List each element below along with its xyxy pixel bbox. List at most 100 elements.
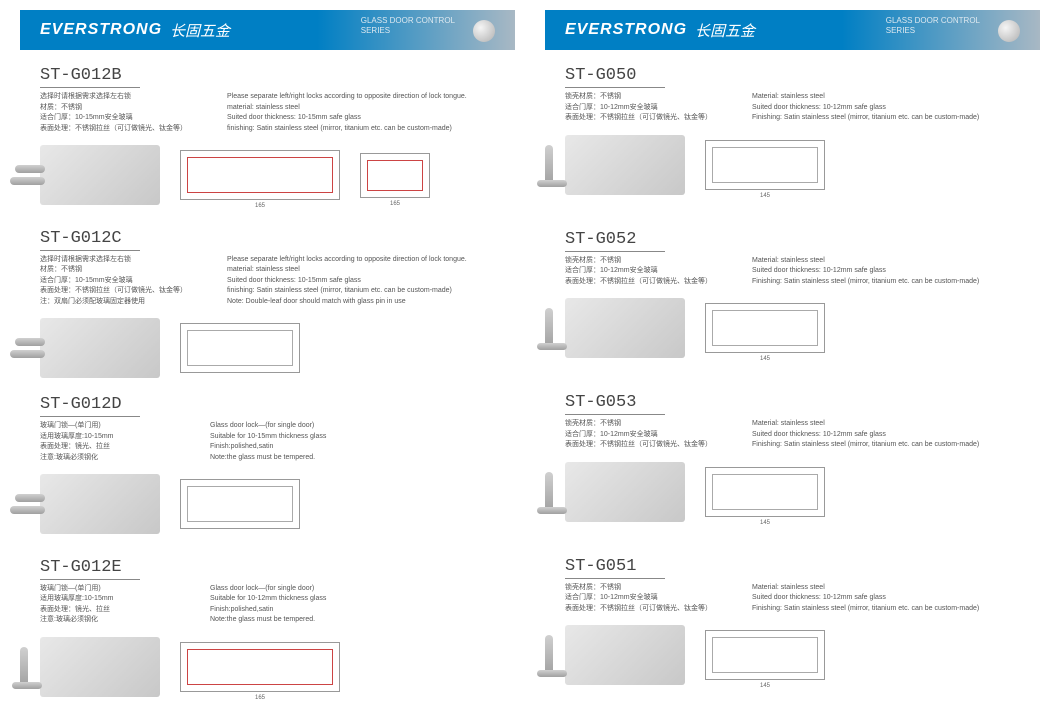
spec-line: Suited door thickness: 10-15mm safe glas…: [227, 113, 467, 124]
series-en: GLASS DOOR CONTROL: [886, 16, 980, 26]
spec-en: Glass door lock—(for single door)Suitabl…: [210, 421, 390, 463]
brand-name-cn: 长固五金: [695, 20, 755, 41]
dimension-label: 145: [760, 683, 770, 689]
product-list-left: ST-G012B 选择时请根据需求选择左右锁材质：不锈钢适合门厚：10-15mm安…: [20, 60, 515, 714]
spec-line: Suited door thickness: 10-12mm safe glas…: [752, 103, 979, 114]
dimension-label: 145: [760, 520, 770, 526]
technical-diagram: 165: [180, 642, 340, 692]
product-item: ST-G012C选择时请根据需求选择左右锁材质：不锈钢适合门厚：10-15mm安…: [20, 223, 515, 390]
product-photo: [40, 318, 160, 378]
series-sub: SERIES: [886, 26, 980, 36]
technical-diagram: 145: [705, 140, 825, 190]
spec-en: Material: stainless steelSuited door thi…: [752, 583, 979, 615]
product-code: ST-G050: [565, 66, 665, 88]
spec-en: Please separate left/right locks accordi…: [227, 92, 467, 134]
spec-line: 注：双扇门必须配玻璃固定器使用: [40, 297, 187, 308]
spec-line: 适用玻璃厚度:10-15mm: [40, 432, 170, 443]
product-item: ST-G051 锁壳材质：不锈钢适合门厚：10-12mm安全玻璃表面处理：不锈钢拉…: [545, 551, 1040, 715]
spec-line: Material: stainless steel: [752, 419, 979, 430]
spec-line: 表面处理：镜光、拉丝: [40, 442, 170, 453]
technical-diagram: 145: [705, 467, 825, 517]
product-item: ST-G012B 选择时请根据需求选择左右锁材质：不锈钢适合门厚：10-15mm安…: [20, 60, 515, 223]
spec-cn: 锁壳材质：不锈钢适合门厚：10-12mm安全玻璃表面处理：不锈钢拉丝（可订做镜光…: [565, 92, 712, 124]
brand-name: EVERSTRONG: [40, 21, 162, 39]
spec-line: 表面处理：不锈钢拉丝（可订做镜光、钛金等）: [40, 286, 187, 297]
spec-row: 玻璃门锁—(单门用)适用玻璃厚度:10-15mm表面处理：镜光、拉丝注意:玻璃必…: [40, 421, 505, 463]
spec-cn: 选择时请根据需求选择左右锁材质：不锈钢适合门厚：10-15mm安全玻璃表面处理：…: [40, 92, 187, 134]
spec-line: 锁壳材质：不锈钢: [565, 419, 712, 430]
spec-cn: 锁壳材质：不锈钢适合门厚：10-12mm安全玻璃表面处理：不锈钢拉丝（可订做镜光…: [565, 583, 712, 615]
spec-line: finishing: Satin stainless steel (mirror…: [227, 286, 467, 297]
product-code: ST-G012B: [40, 66, 140, 88]
image-row: 165 165: [40, 140, 505, 210]
dimension-label: 145: [760, 356, 770, 362]
product-item: ST-G012D玻璃门锁—(单门用)适用玻璃厚度:10-15mm表面处理：镜光、…: [20, 389, 515, 552]
image-row: 145: [565, 620, 1030, 690]
dimension-label: 145: [760, 193, 770, 199]
spec-line: 锁壳材质：不锈钢: [565, 92, 712, 103]
product-item: ST-G050 锁壳材质：不锈钢适合门厚：10-12mm安全玻璃表面处理：不锈钢拉…: [545, 60, 1040, 224]
spec-line: Suited door thickness: 10-12mm safe glas…: [752, 430, 979, 441]
spec-row: 锁壳材质：不锈钢适合门厚：10-12mm安全玻璃表面处理：不锈钢拉丝（可订做镜光…: [565, 583, 1030, 615]
technical-diagram: [180, 479, 300, 529]
series-label: GLASS DOOR CONTROL SERIES: [361, 16, 455, 35]
spec-row: 锁壳材质：不锈钢适合门厚：10-12mm安全玻璃表面处理：不锈钢拉丝（可订做镜光…: [565, 256, 1030, 288]
spec-line: Suitable for 10-15mm thickness glass: [210, 432, 390, 443]
image-row: 165: [40, 632, 505, 702]
spec-en: Material: stainless steelSuited door thi…: [752, 419, 979, 451]
image-row: 145: [565, 457, 1030, 527]
technical-diagram: 165: [180, 150, 340, 200]
spec-line: Finish:polished,satin: [210, 442, 390, 453]
product-photo: [565, 625, 685, 685]
spec-line: 适合门厚：10-15mm安全玻璃: [40, 276, 187, 287]
spec-en: Material: stainless steelSuited door thi…: [752, 92, 979, 124]
series-label: GLASS DOOR CONTROL SERIES: [886, 16, 980, 35]
spec-line: 材质：不锈钢: [40, 103, 187, 114]
spec-line: Suitable for 10-12mm thickness glass: [210, 594, 390, 605]
page-banner: EVERSTRONG 长固五金 GLASS DOOR CONTROL SERIE…: [20, 10, 515, 50]
spec-line: 适合门厚：10-12mm安全玻璃: [565, 430, 712, 441]
technical-diagram: [180, 323, 300, 373]
page-banner: EVERSTRONG 长固五金 GLASS DOOR CONTROL SERIE…: [545, 10, 1040, 50]
spec-line: 适用玻璃厚度:10-15mm: [40, 594, 170, 605]
spec-en: Please separate left/right locks accordi…: [227, 255, 467, 308]
technical-diagram: 145: [705, 303, 825, 353]
spec-line: Note: Double-leaf door should match with…: [227, 297, 467, 308]
spec-en: Glass door lock—(for single door)Suitabl…: [210, 584, 390, 626]
image-row: [40, 313, 505, 383]
dimension-label: 165: [255, 203, 265, 209]
spec-line: material: stainless steel: [227, 103, 467, 114]
product-photo: [40, 637, 160, 697]
technical-diagram: 165: [360, 153, 430, 198]
product-item: ST-G012E玻璃门锁—(单门用)适用玻璃厚度:10-15mm表面处理：镜光、…: [20, 552, 515, 715]
catalog-page-left: EVERSTRONG 长固五金 GLASS DOOR CONTROL SERIE…: [20, 10, 515, 714]
product-item: ST-G053锁壳材质：不锈钢适合门厚：10-12mm安全玻璃表面处理：不锈钢拉…: [545, 387, 1040, 551]
spec-line: 锁壳材质：不锈钢: [565, 583, 712, 594]
spec-cn: 锁壳材质：不锈钢适合门厚：10-12mm安全玻璃表面处理：不锈钢拉丝（可订做镜光…: [565, 419, 712, 451]
spec-line: Material: stainless steel: [752, 92, 979, 103]
spec-row: 锁壳材质：不锈钢适合门厚：10-12mm安全玻璃表面处理：不锈钢拉丝（可订做镜光…: [565, 419, 1030, 451]
brand-name-cn: 长固五金: [170, 20, 230, 41]
spec-line: Note:the glass must be tempered.: [210, 615, 390, 626]
product-code: ST-G051: [565, 557, 665, 579]
spec-line: Glass door lock—(for single door): [210, 584, 390, 595]
image-row: [40, 469, 505, 539]
spec-line: Suited door thickness: 10-12mm safe glas…: [752, 593, 979, 604]
technical-diagram: 145: [705, 630, 825, 680]
spec-line: 表面处理：不锈钢拉丝（可订做镜光、钛金等）: [565, 113, 712, 124]
image-row: 145: [565, 130, 1030, 200]
product-photo: [565, 135, 685, 195]
spec-line: 选择时请根据需求选择左右锁: [40, 255, 187, 266]
spec-line: 适合门厚：10-15mm安全玻璃: [40, 113, 187, 124]
spec-line: finishing: Satin stainless steel (mirror…: [227, 124, 467, 135]
product-code: ST-G012E: [40, 558, 140, 580]
series-en: GLASS DOOR CONTROL: [361, 16, 455, 26]
brand-name: EVERSTRONG: [565, 21, 687, 39]
spec-line: 注意:玻璃必须钢化: [40, 615, 170, 626]
product-item: ST-G052锁壳材质：不锈钢适合门厚：10-12mm安全玻璃表面处理：不锈钢拉…: [545, 224, 1040, 388]
spec-line: Please separate left/right locks accordi…: [227, 92, 467, 103]
knob-icon: [998, 20, 1020, 42]
spec-line: 适合门厚：10-12mm安全玻璃: [565, 266, 712, 277]
spec-line: 材质：不锈钢: [40, 265, 187, 276]
product-list-right: ST-G050 锁壳材质：不锈钢适合门厚：10-12mm安全玻璃表面处理：不锈钢拉…: [545, 60, 1040, 714]
